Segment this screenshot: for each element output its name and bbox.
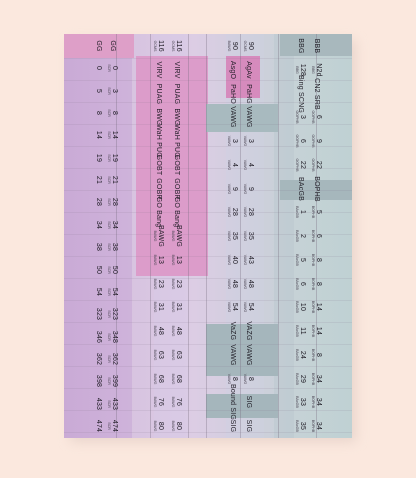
cell-value: 48	[174, 326, 182, 336]
column-divider	[278, 34, 279, 438]
cell-subscript: BBG	[294, 65, 299, 74]
row-divider	[64, 190, 352, 191]
cell-value: 48	[156, 326, 164, 336]
row-divider	[64, 146, 352, 147]
column-divider	[116, 34, 117, 438]
cell-value: 80	[156, 421, 164, 431]
highlight-block-pink	[136, 56, 208, 276]
cell-subscript: BBG	[310, 65, 315, 74]
cell-subscript: SCR	[106, 422, 111, 430]
cell-value: SIG	[245, 419, 252, 433]
highlight-block-pink	[226, 56, 260, 98]
row-divider	[64, 278, 352, 279]
column-band	[64, 34, 116, 438]
column-divider	[150, 34, 151, 438]
row-divider	[64, 168, 352, 169]
cell-value: 35	[298, 421, 306, 431]
cell-value: 6	[314, 115, 322, 120]
cell-value: 0	[110, 66, 118, 71]
row-divider	[64, 410, 352, 411]
cell-subscript: BAWG	[170, 420, 175, 432]
row-divider	[64, 300, 352, 301]
highlight-block-grey	[280, 180, 352, 200]
cell-value: 34	[314, 421, 322, 431]
cell-subscript: BAWG	[152, 420, 157, 432]
highlight-block-pink	[64, 34, 134, 58]
cell-value: 90	[246, 41, 254, 51]
cell-value: 80	[174, 421, 182, 431]
column-divider	[316, 34, 317, 438]
cell-subscript: BAcGB	[294, 420, 299, 432]
row-divider	[64, 256, 352, 257]
cell-value: 4	[246, 162, 254, 167]
row-divider	[64, 124, 352, 125]
cell-value: 8	[314, 281, 322, 286]
column-band	[274, 34, 294, 438]
highlight-block-grey	[206, 324, 278, 376]
cell-value: 3	[246, 138, 254, 144]
row-divider	[64, 102, 352, 103]
cell-value: 474	[95, 419, 102, 433]
cell-value: 63	[156, 350, 164, 359]
cell-value: 9	[314, 138, 322, 144]
cell-value: 14	[314, 326, 322, 336]
row-divider	[64, 322, 352, 323]
column-divider	[240, 34, 241, 438]
row-divider	[64, 432, 352, 433]
cell-value: 24	[298, 350, 306, 359]
cell-value: 6	[298, 281, 306, 286]
cell-value: 90	[230, 41, 238, 51]
cell-subscript: BOPHB	[310, 419, 315, 433]
cell-value: 63	[174, 350, 182, 359]
cell-value: 8	[314, 257, 322, 262]
cell-value: 8	[314, 352, 322, 357]
row-divider	[64, 234, 352, 235]
cell-value: 6	[298, 138, 306, 144]
printed-sheet: GG 0 5 8 14 19 21 28 34 38 50 54 323 346 362 398 433 474 G…	[64, 34, 352, 438]
cell-value: 8	[230, 376, 238, 381]
cell-value: 0	[95, 66, 102, 71]
row-divider	[64, 388, 352, 389]
row-divider	[64, 80, 352, 81]
row-divider	[64, 212, 352, 213]
column-divider	[188, 34, 189, 438]
column-divider	[206, 34, 207, 438]
cell-value: 474	[110, 419, 118, 433]
cell-value: 8	[246, 376, 254, 381]
cell-value: 5	[298, 257, 306, 262]
row-divider	[64, 344, 352, 345]
cell-value: 4	[230, 162, 238, 167]
column-band	[116, 34, 132, 438]
cell-value: 11	[298, 327, 306, 335]
cell-value: 3	[298, 115, 306, 120]
highlight-block-grey	[280, 34, 352, 56]
highlight-block-grey	[206, 104, 278, 132]
cell-value: SIG	[229, 419, 236, 433]
row-divider	[64, 366, 352, 367]
highlight-block-grey	[206, 394, 278, 418]
row-divider	[64, 58, 352, 59]
cell-value: 3	[230, 138, 238, 144]
